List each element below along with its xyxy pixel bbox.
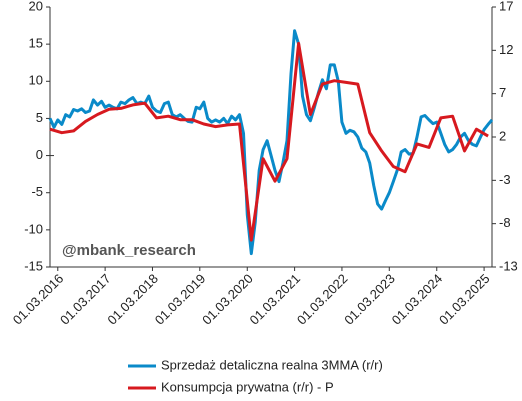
y2-tick-label: -13: [499, 258, 518, 273]
y-tick-label: 15: [29, 36, 43, 51]
series-line: [48, 29, 494, 256]
y-tick-label: -5: [31, 184, 43, 199]
y2-tick-label: 7: [499, 85, 506, 100]
y-tick-label: 5: [36, 110, 43, 125]
x-tick-label: 01.03.2023: [341, 271, 398, 328]
series-line: [49, 41, 489, 242]
y2-tick-label: -3: [499, 172, 511, 187]
y-tick-label: -10: [24, 221, 43, 236]
y-tick-label: 20: [29, 0, 43, 13]
legend-label: Konsumpcja prywatna (r/r) - P: [161, 379, 334, 394]
y2-tick-label: 2: [499, 128, 506, 143]
legend-label: Sprzedaż detaliczna realna 3MMA (r/r): [161, 357, 383, 372]
y-tick-label: 0: [36, 147, 43, 162]
x-tick-label: 01.03.2025: [436, 271, 493, 328]
y2-tick-label: -8: [499, 215, 511, 230]
y-tick-label: 10: [29, 73, 43, 88]
y2-tick-label: 17: [499, 0, 513, 13]
x-tick-label: 01.03.2019: [152, 271, 209, 328]
y2-tick-label: 12: [499, 42, 513, 57]
watermark: @mbank_research: [62, 242, 196, 259]
y-tick-label: -15: [24, 258, 43, 273]
